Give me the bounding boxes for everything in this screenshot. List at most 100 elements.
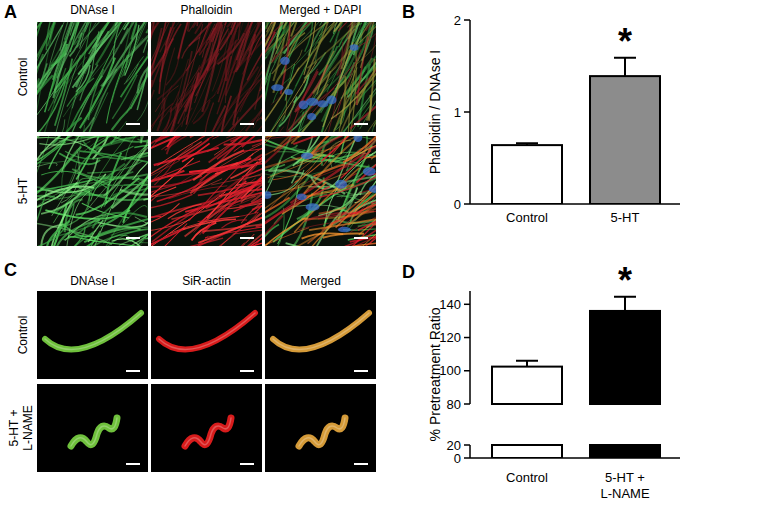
row-label: 5-HT +L-NAME: [7, 405, 35, 450]
fiber: [182, 65, 200, 127]
fiber: [286, 22, 304, 46]
y-tick: [464, 203, 470, 205]
scale-bar: [126, 463, 140, 465]
fiber: [374, 206, 376, 246]
fiber: [371, 194, 376, 204]
fiber: [173, 59, 188, 126]
fiber: [348, 180, 376, 225]
fiber: [349, 48, 356, 132]
cell: [185, 418, 231, 446]
fiber: [322, 208, 376, 231]
fiber: [111, 187, 148, 207]
fiber: [112, 59, 129, 103]
fiber: [296, 22, 332, 31]
fiber: [59, 136, 82, 200]
row-label-line: 5-HT +: [7, 410, 21, 447]
fiber: [158, 120, 170, 132]
scale-bar: [240, 370, 254, 372]
cell-highlight: [273, 313, 369, 349]
nucleus: [307, 113, 316, 121]
micrograph-bg: [151, 384, 262, 472]
fiber: [66, 69, 83, 132]
scale-bar: [354, 370, 368, 372]
cell: [159, 313, 255, 349]
fiber: [169, 51, 192, 132]
fiber: [272, 232, 324, 246]
significance: *: [618, 260, 632, 301]
nucleus: [317, 100, 328, 107]
micrograph: [265, 291, 376, 379]
fiber: [279, 88, 334, 132]
y-tick: [464, 337, 470, 339]
x-tick-label: 5-HT: [611, 210, 640, 225]
fiber: [165, 224, 187, 247]
fiber: [151, 38, 173, 100]
row-label: 5-HT: [16, 177, 30, 204]
scale-bar: [354, 463, 368, 465]
fiber: [295, 65, 328, 112]
fiber: [55, 220, 100, 246]
micrograph: [37, 384, 148, 472]
fiber: [37, 26, 54, 118]
y-tick: [464, 444, 470, 446]
x-tick-label: Control: [506, 470, 548, 485]
fiber: [193, 22, 204, 28]
fiber: [261, 88, 262, 119]
fiber: [242, 209, 262, 246]
fiber: [300, 136, 361, 163]
fiber: [124, 185, 148, 190]
micrograph: [151, 291, 262, 379]
fiber: [233, 229, 262, 234]
fiber: [288, 33, 305, 57]
fiber: [265, 22, 276, 69]
fiber: [233, 234, 254, 246]
micrograph: [265, 136, 376, 246]
fiber: [304, 185, 354, 197]
fiber: [265, 32, 276, 55]
panel-label: C: [4, 260, 17, 280]
fiber: [143, 197, 148, 207]
fiber: [222, 220, 248, 228]
scale-bar: [240, 463, 254, 465]
bar: [590, 311, 660, 404]
column-header: Merged + DAPI: [279, 3, 361, 17]
column-header: Merged: [300, 274, 341, 288]
fiber: [37, 159, 77, 163]
fiber: [37, 187, 94, 208]
fiber: [151, 103, 173, 132]
micrograph-bg: [151, 291, 262, 379]
fiber: [112, 75, 137, 119]
micrograph: [151, 384, 262, 472]
nucleus: [284, 89, 293, 95]
fiber: [72, 44, 99, 109]
fiber: [234, 169, 262, 212]
fiber: [293, 136, 376, 144]
cell-highlight: [159, 313, 255, 349]
x-tick-label: 5-HT +L-NAME: [600, 470, 649, 501]
significance: *: [618, 21, 632, 62]
fiber: [87, 158, 132, 210]
micrograph: [37, 291, 148, 379]
x-tick-label: Control: [506, 210, 548, 225]
cell: [273, 313, 369, 349]
fiber: [265, 127, 284, 133]
fiber: [40, 41, 66, 89]
fiber: [151, 180, 191, 192]
fiber: [297, 22, 349, 71]
nucleus: [280, 57, 290, 65]
fiber: [219, 166, 262, 197]
fiber: [78, 22, 116, 38]
fiber: [236, 22, 253, 72]
y-tick: [464, 457, 470, 459]
fiber: [257, 97, 262, 121]
figure: ADNAse IPhalloidinMerged + DAPIControl5-…: [0, 0, 777, 521]
micrograph: [265, 384, 376, 472]
micrograph-bg: [265, 291, 376, 379]
fiber: [205, 103, 213, 133]
fiber: [148, 229, 149, 244]
fiber: [291, 136, 318, 144]
y-tick-label: 0: [454, 451, 461, 466]
bar-lower: [492, 445, 562, 458]
fiber: [252, 136, 262, 154]
fiber: [158, 136, 217, 166]
